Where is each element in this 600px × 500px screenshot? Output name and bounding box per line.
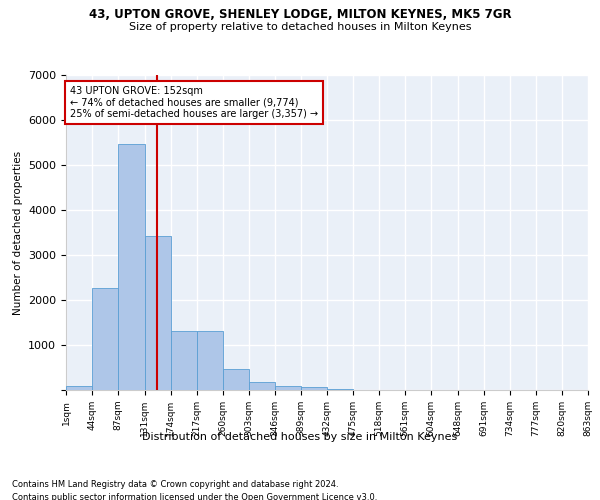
Text: 43, UPTON GROVE, SHENLEY LODGE, MILTON KEYNES, MK5 7GR: 43, UPTON GROVE, SHENLEY LODGE, MILTON K… bbox=[89, 8, 511, 20]
Bar bbox=[118, 144, 145, 390]
Bar bbox=[66, 386, 92, 390]
Text: 43 UPTON GROVE: 152sqm
← 74% of detached houses are smaller (9,774)
25% of semi-: 43 UPTON GROVE: 152sqm ← 74% of detached… bbox=[70, 86, 319, 120]
Bar bbox=[197, 331, 223, 390]
Bar bbox=[92, 288, 118, 390]
Bar bbox=[145, 236, 171, 390]
Bar bbox=[223, 369, 249, 390]
Bar bbox=[275, 386, 301, 390]
Bar bbox=[327, 388, 353, 390]
Text: Contains public sector information licensed under the Open Government Licence v3: Contains public sector information licen… bbox=[12, 492, 377, 500]
Bar bbox=[249, 382, 275, 390]
Bar bbox=[171, 331, 197, 390]
Text: Distribution of detached houses by size in Milton Keynes: Distribution of detached houses by size … bbox=[142, 432, 458, 442]
Y-axis label: Number of detached properties: Number of detached properties bbox=[13, 150, 23, 314]
Text: Size of property relative to detached houses in Milton Keynes: Size of property relative to detached ho… bbox=[129, 22, 471, 32]
Bar bbox=[301, 387, 327, 390]
Text: Contains HM Land Registry data © Crown copyright and database right 2024.: Contains HM Land Registry data © Crown c… bbox=[12, 480, 338, 489]
